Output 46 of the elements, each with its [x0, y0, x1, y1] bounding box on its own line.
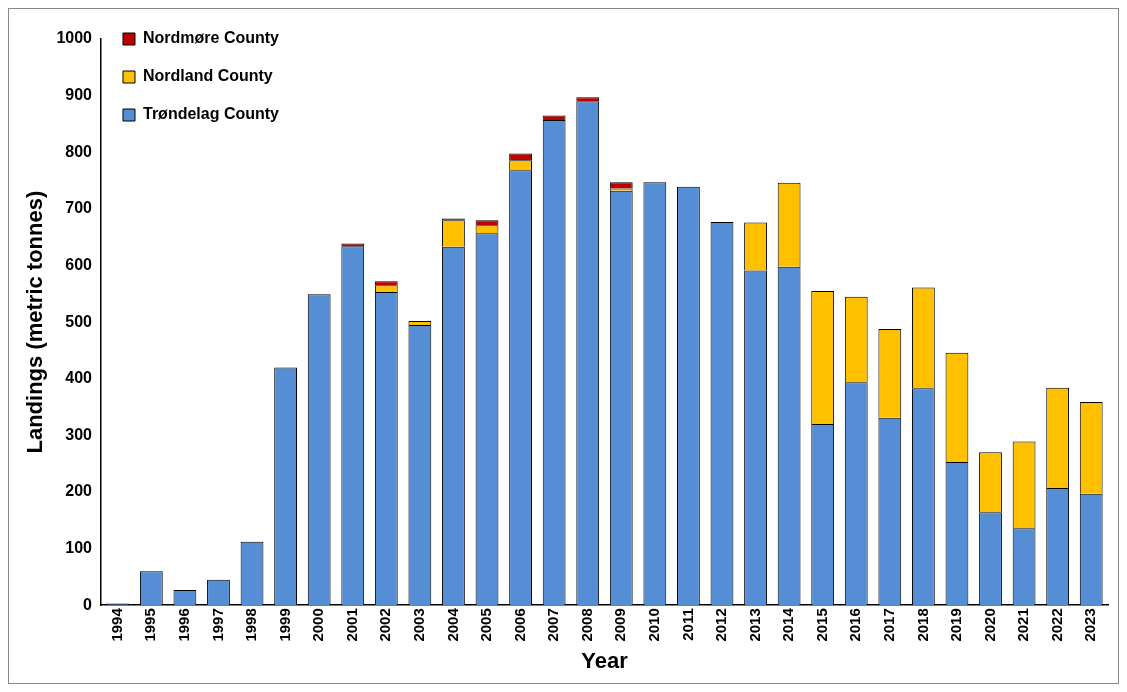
y-tick-label: 1000: [56, 29, 93, 47]
x-tick-label: 2019: [947, 608, 965, 642]
x-tick-label: 2006: [510, 608, 528, 642]
y-tick-label: 200: [65, 482, 93, 500]
y-tick-label: 300: [65, 425, 93, 443]
y-tick-label: 800: [65, 142, 93, 160]
x-tick-label: 2018: [913, 608, 931, 642]
legend-label: Trøndelag County: [142, 105, 280, 123]
x-tick-label: 2003: [410, 608, 428, 642]
y-axis-title: Landings (metric tonnes): [22, 190, 48, 454]
y-tick-label: 100: [65, 539, 93, 557]
x-tick-label: 2017: [879, 608, 897, 642]
x-tick-label: 2022: [1047, 608, 1065, 642]
x-tick-label: 2007: [544, 608, 562, 642]
x-tick-label: 2020: [980, 608, 998, 642]
legend-label: Nordmøre County: [142, 29, 280, 47]
x-tick-label: 2011: [678, 608, 696, 641]
x-tick-label: 2015: [812, 608, 830, 642]
x-tick-label: 1999: [275, 608, 293, 642]
x-tick-label: 2008: [577, 608, 595, 642]
x-axis-title: Year: [581, 647, 629, 673]
x-tick-label: 2010: [644, 608, 662, 642]
x-tick-label: 1997: [208, 608, 226, 642]
x-tick-label: 2005: [477, 608, 495, 642]
y-tick-label: 0: [83, 595, 93, 613]
x-tick-label: 2002: [376, 608, 394, 642]
y-tick-label: 600: [65, 255, 93, 273]
x-tick-label: 2012: [712, 608, 730, 642]
y-tick-label: 900: [65, 86, 93, 104]
x-tick-label: 1998: [242, 608, 260, 642]
x-tick-label: 2013: [745, 608, 763, 642]
y-tick-label: 700: [65, 199, 93, 217]
x-tick-label: 2009: [611, 608, 629, 642]
x-tick-label: 1996: [175, 608, 193, 642]
x-tick-label: 2004: [443, 607, 461, 642]
y-tick-label: 400: [65, 369, 93, 387]
x-tick-label: 2021: [1014, 608, 1032, 642]
x-tick-label: 2023: [1081, 608, 1099, 642]
x-tick-label: 2014: [779, 607, 797, 642]
x-tick-label: 1995: [141, 608, 159, 642]
x-tick-label: 1994: [107, 607, 125, 642]
legend-label: Nordland County: [142, 67, 273, 85]
x-tick-label: 2016: [846, 608, 864, 642]
x-tick-label: 2000: [309, 608, 327, 642]
y-tick-label: 500: [65, 312, 93, 330]
x-tick-label: 2001: [342, 608, 360, 642]
